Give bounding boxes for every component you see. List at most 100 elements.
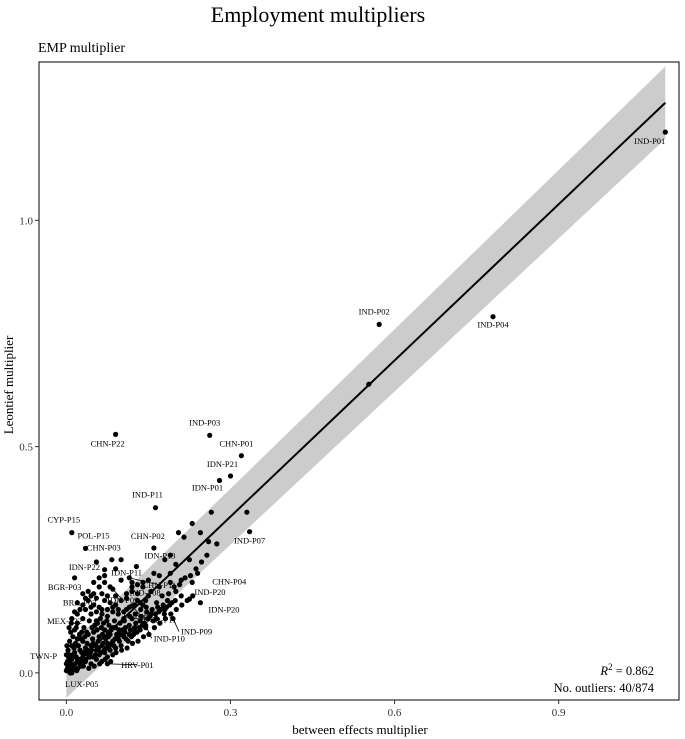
data-point	[102, 656, 108, 662]
labeled-data-point	[490, 314, 496, 320]
data-point	[120, 627, 126, 633]
data-point	[158, 606, 164, 613]
point-label: IND-P01	[634, 136, 665, 146]
data-point	[167, 552, 173, 558]
point-label: LUX-P01	[123, 610, 157, 620]
data-point	[97, 661, 103, 667]
point-label: IND-P11	[132, 490, 163, 500]
data-point	[97, 616, 103, 622]
data-point	[68, 629, 74, 635]
point-label: POL-P15	[77, 530, 109, 540]
labeled-data-point	[148, 588, 154, 595]
data-point	[94, 627, 100, 633]
data-point	[161, 611, 167, 617]
data-point	[127, 627, 133, 633]
point-label: IND-P09	[181, 627, 212, 637]
point-label: CHN-P11	[142, 580, 176, 590]
data-point	[85, 647, 91, 653]
data-point	[78, 636, 84, 642]
data-point	[193, 566, 199, 572]
data-point	[121, 609, 127, 615]
data-point	[126, 622, 132, 628]
labeled-data-point	[66, 652, 72, 658]
data-point	[95, 638, 101, 644]
data-point	[90, 640, 96, 647]
data-point	[156, 584, 162, 590]
data-point	[116, 638, 122, 644]
y-tick-label: 0.5	[19, 442, 33, 454]
data-point	[132, 625, 138, 631]
point-label: IDN-P11	[111, 568, 142, 578]
data-point	[85, 588, 91, 595]
data-point	[173, 606, 179, 613]
data-point	[66, 625, 72, 631]
labeled-data-point	[662, 129, 668, 135]
data-point	[140, 584, 146, 590]
data-point	[177, 582, 183, 588]
point-label: TWN-P	[30, 651, 57, 661]
data-point	[116, 627, 122, 633]
data-point	[99, 591, 105, 597]
data-point	[109, 640, 115, 647]
point-label: CHN-P01	[219, 439, 253, 449]
data-point	[91, 579, 97, 586]
data-point	[124, 645, 130, 651]
plot-frame	[38, 61, 680, 701]
data-point	[82, 606, 89, 613]
data-point	[64, 643, 70, 649]
data-point	[72, 627, 78, 633]
data-point	[91, 663, 97, 669]
labeled-data-point	[72, 575, 78, 581]
labeled-data-point	[152, 505, 159, 511]
labeled-data-point	[104, 661, 110, 667]
data-point	[84, 629, 90, 635]
data-point	[104, 593, 110, 599]
data-point	[157, 620, 163, 626]
data-point	[143, 597, 149, 604]
labeled-data-point	[102, 567, 108, 573]
data-point	[181, 534, 187, 540]
x-tick-label: 0.3	[224, 707, 238, 719]
data-point	[77, 606, 83, 613]
data-point	[96, 584, 102, 590]
data-point	[118, 557, 124, 563]
point-label: IND-P07	[234, 536, 265, 546]
data-point	[151, 625, 157, 631]
r-squared-symbol: R	[599, 664, 608, 678]
data-point	[69, 616, 75, 622]
r-squared-annotation: R2 = 0.862	[599, 662, 654, 678]
data-point	[74, 620, 80, 626]
data-point	[96, 604, 102, 610]
point-label: IDN-P20	[208, 605, 239, 615]
data-point	[106, 622, 112, 628]
labeled-data-point	[113, 431, 119, 437]
data-point	[74, 600, 80, 606]
data-point	[150, 618, 156, 624]
labeled-data-point	[247, 529, 253, 535]
data-point	[137, 600, 143, 606]
data-point	[162, 616, 168, 622]
point-label: BGR-P11	[143, 615, 176, 625]
point-label: IDN-P22	[69, 562, 100, 572]
data-point	[208, 509, 214, 515]
data-point	[178, 593, 184, 599]
data-point	[121, 618, 127, 624]
data-point	[104, 618, 110, 624]
data-point	[115, 611, 121, 617]
labeled-data-point	[186, 596, 192, 602]
labeled-data-point	[110, 586, 116, 592]
data-point	[173, 561, 179, 567]
data-point	[70, 663, 77, 669]
point-label: IND-P03	[189, 417, 220, 427]
point-label: IND-P20	[194, 587, 225, 597]
labeled-data-point	[143, 622, 149, 628]
data-point	[129, 579, 135, 586]
data-point	[105, 634, 112, 640]
data-point	[118, 643, 124, 649]
data-point	[129, 588, 135, 595]
point-label: CHN-P22	[91, 438, 125, 448]
data-point	[80, 616, 86, 622]
data-point	[140, 579, 146, 586]
data-point	[175, 530, 182, 536]
